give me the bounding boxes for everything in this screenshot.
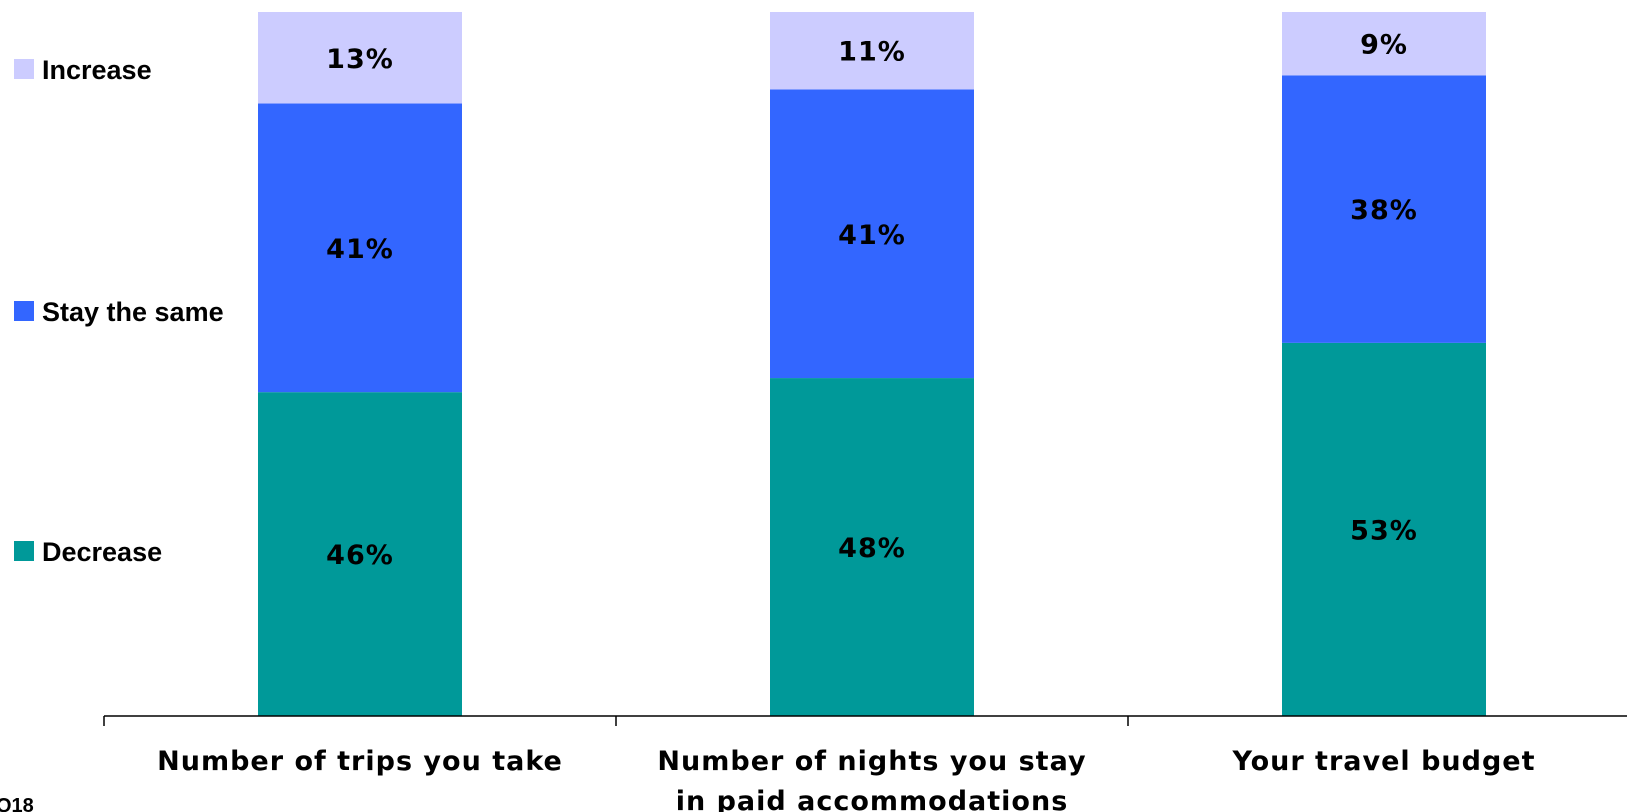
value-label-stay-the-same-3: 38% [1350,195,1418,226]
legend: Increase Stay the same Decrease [14,55,224,567]
bar-decrease-2 [770,378,974,716]
footnote: Q18 [0,795,34,812]
legend-label-decrease: Decrease [42,537,162,567]
value-label-decrease-2: 48% [838,533,906,564]
bar-increase-1 [258,12,462,104]
value-labels-layer: 46% 41% 13% 48% 41% 11% 53% 38% 9% [326,30,1418,571]
value-label-increase-1: 13% [326,44,394,75]
bar-increase-3 [1282,12,1486,76]
category-labels-layer: Number of trips you take Number of nights… [157,746,1536,812]
value-label-decrease-3: 53% [1350,515,1418,546]
bar-increase-2 [770,12,974,90]
bar-stay-the-same-3 [1282,75,1486,343]
category-label-2-line-2: in paid accommodations [676,786,1069,812]
bar-decrease-1 [258,392,462,716]
legend-label-increase: Increase [42,55,152,85]
legend-swatch-increase [14,59,34,79]
category-label-2-line-1: Number of nights you stay [657,746,1086,777]
category-label-1: Number of trips you take [157,746,563,777]
value-label-stay-the-same-2: 41% [838,220,906,251]
legend-label-stay-the-same: Stay the same [42,297,224,327]
category-label-3: Your travel budget [1232,746,1536,777]
bar-stay-the-same-1 [258,103,462,393]
bar-decrease-3 [1282,342,1486,716]
value-label-stay-the-same-1: 41% [326,234,394,265]
x-axis [103,715,1627,726]
bar-stay-the-same-2 [770,89,974,379]
value-label-decrease-1: 46% [326,540,394,571]
value-label-increase-2: 11% [838,37,906,68]
legend-swatch-decrease [14,541,34,561]
value-label-increase-3: 9% [1360,30,1408,61]
legend-swatch-stay-the-same [14,301,34,321]
bars-layer [258,12,1486,716]
